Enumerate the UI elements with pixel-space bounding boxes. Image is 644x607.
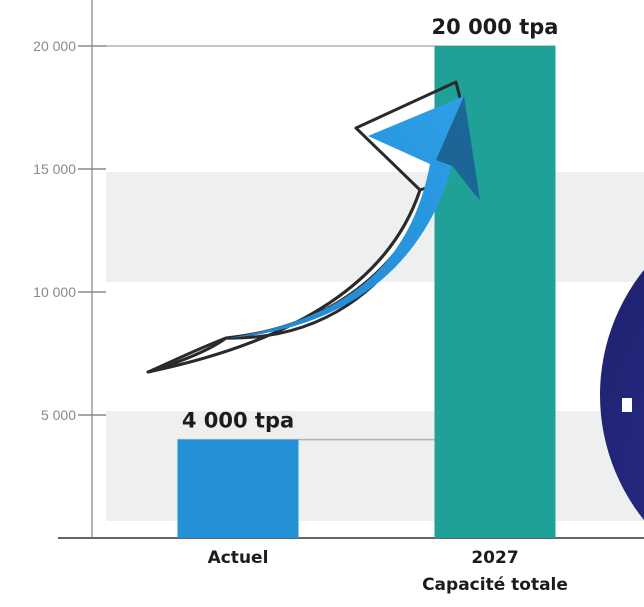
- bar-0: [177, 439, 299, 538]
- bar-value-label: 4 000 tpa: [182, 409, 294, 433]
- decorative-circle: [600, 269, 644, 521]
- bars: [177, 46, 556, 538]
- y-tick-label: 10 000: [33, 284, 76, 300]
- y-tick-label: 5 000: [41, 407, 76, 423]
- category-label: Actuel: [208, 548, 269, 568]
- bar-value-label: 20 000 tpa: [432, 15, 559, 39]
- category-label: 2027: [471, 548, 518, 568]
- value-labels: 4 000 tpa 20 000 tpa: [182, 15, 559, 433]
- growth-arrow: [146, 80, 480, 374]
- y-tick-label: 20 000: [33, 38, 76, 54]
- category-label: Capacité totale: [422, 575, 568, 595]
- y-tick-label: 15 000: [33, 161, 76, 177]
- category-labels: Actuel 2027 Capacité totale: [208, 548, 568, 595]
